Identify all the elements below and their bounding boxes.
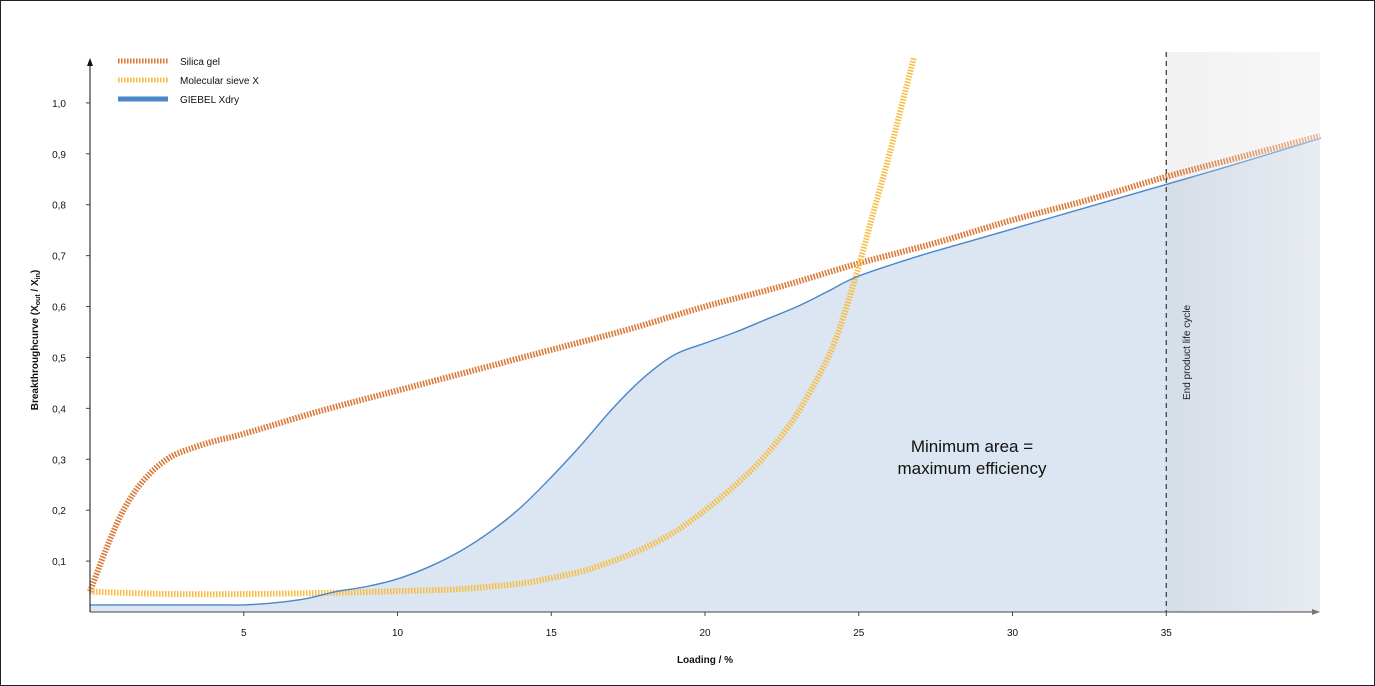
end-of-life-fade bbox=[1166, 52, 1320, 612]
legend-item-giebel-xdry: GIEBEL Xdry bbox=[118, 95, 239, 106]
y-tick-label: 0,2 bbox=[52, 506, 66, 517]
overlay-layer bbox=[1165, 52, 1320, 612]
y-axis-title-end: ) bbox=[30, 270, 41, 273]
legend-label-giebel-xdry: GIEBEL Xdry bbox=[180, 95, 239, 106]
x-tick-label: 25 bbox=[853, 628, 865, 639]
y-axis-title: Breakthroughcurve (Xout / Xin) bbox=[30, 270, 42, 411]
x-tick-label: 5 bbox=[241, 628, 247, 639]
y-tick-label: 0,1 bbox=[52, 557, 66, 568]
x-tick-label: 10 bbox=[392, 628, 404, 639]
y-axis-title-mid: / X bbox=[30, 279, 41, 294]
legend-label-silica-gel: Silica gel bbox=[180, 57, 220, 68]
tick-labels: 5 10 15 20 25 30 35 0,1 0,2 0,3 0,4 0,5 0,6 0,7 0,8 0,9… bbox=[52, 99, 1172, 639]
y-tick-label: 1,0 bbox=[52, 99, 66, 110]
series-layer bbox=[87, 56, 1321, 606]
legend-item-silica-gel: Silica gel bbox=[118, 57, 220, 68]
x-tick-label: 30 bbox=[1007, 628, 1019, 639]
legend-label-molecular-sieve: Molecular sieve X bbox=[180, 76, 259, 87]
y-axis-title-sub2: in bbox=[35, 273, 42, 279]
x-tick-label: 20 bbox=[699, 628, 711, 639]
y-tick-label: 0,5 bbox=[52, 353, 66, 364]
series-line-giebel-xdry bbox=[90, 137, 1321, 606]
series-line-silica-gel bbox=[87, 133, 1321, 593]
annotation-line-1: Minimum area = bbox=[911, 437, 1033, 456]
x-axis-arrow bbox=[1312, 609, 1320, 615]
y-tick-label: 0,6 bbox=[52, 303, 66, 314]
y-tick-label: 0,4 bbox=[52, 404, 66, 415]
x-axis-title: Loading / % bbox=[677, 655, 733, 666]
area-fill-giebel-xdry bbox=[90, 138, 1320, 612]
y-tick-label: 0,3 bbox=[52, 455, 66, 466]
y-axis-arrow bbox=[87, 58, 93, 66]
y-tick-label: 0,9 bbox=[52, 150, 66, 161]
legend: Silica gel Molecular sieve X GIEBEL Xdry bbox=[118, 57, 259, 106]
y-tick-label: 0,7 bbox=[52, 252, 66, 263]
y-axis-title-sub1: out bbox=[35, 294, 42, 306]
area-layer bbox=[90, 138, 1320, 612]
annotation-line-2: maximum efficiency bbox=[898, 459, 1047, 478]
y-axis-title-main: Breakthroughcurve (X bbox=[30, 305, 41, 410]
axes bbox=[87, 58, 1320, 615]
end-marker-label: End product life cycle bbox=[1182, 305, 1193, 400]
legend-item-molecular-sieve: Molecular sieve X bbox=[118, 76, 259, 87]
x-tick-label: 15 bbox=[546, 628, 558, 639]
x-tick-label: 35 bbox=[1161, 628, 1173, 639]
y-tick-label: 0,8 bbox=[52, 201, 66, 212]
